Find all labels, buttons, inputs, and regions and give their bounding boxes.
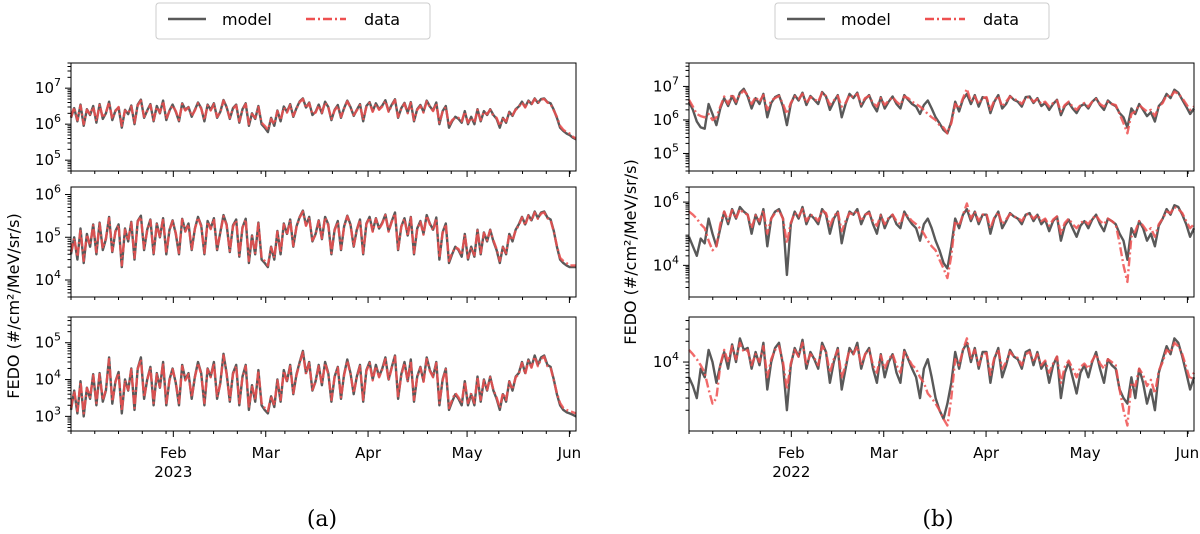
axes-frame-b-2 — [688, 186, 1195, 298]
axes-frame-b-1 — [688, 62, 1195, 172]
x-tick-label: Jun — [557, 444, 581, 462]
series-data-b-3 — [688, 337, 1196, 427]
panel-a-2: 104 105 106 — [35, 183, 577, 303]
series-data-a-1 — [69, 97, 577, 140]
x-tick-label: Apr — [355, 444, 382, 462]
y-tick-label: 106 — [35, 183, 61, 204]
legend-data-label-b: data — [983, 10, 1019, 29]
panel-a-1: 105 106 107 — [35, 62, 577, 177]
x-tick-label: Mar — [252, 444, 281, 462]
y-tick-label: 105 — [35, 331, 61, 352]
panel-a-3: 103 104 105 — [35, 316, 577, 437]
x-tick-label: Apr — [973, 444, 1000, 462]
x-tick-label: Feb — [778, 444, 805, 462]
panel-b-1: 105 106 107 — [653, 62, 1195, 177]
y-tick-label: 107 — [653, 74, 679, 95]
y-tick-label: 105 — [35, 225, 61, 246]
y-tick-label: 106 — [35, 112, 61, 133]
panel-b-2: 104 106 — [653, 186, 1196, 303]
y-tick-label: 105 — [35, 148, 61, 169]
caption-a: (a) — [307, 507, 337, 532]
y-axis-label-a: FEDO (#/cm²/MeV/sr/s) — [4, 213, 23, 398]
y-tick-label: 103 — [35, 404, 61, 425]
y-tick-label: 104 — [35, 368, 61, 389]
caption-b: (b) — [922, 507, 953, 532]
x-tick-label: Mar — [870, 444, 899, 462]
series-data-a-2 — [69, 210, 576, 267]
panels-b: 105 106 107 104 106 104 — [653, 62, 1196, 437]
series-data-b-1 — [687, 87, 1195, 135]
x-tick-label: May — [452, 444, 483, 462]
x-tick-year-label: 2022 — [772, 463, 810, 481]
y-tick-label: 107 — [35, 76, 61, 97]
x-tick-label: May — [1070, 444, 1101, 462]
y-tick-label: 104 — [653, 253, 679, 274]
series-data-a-3 — [69, 351, 577, 415]
legend-a: model data — [155, 2, 431, 40]
legend-model-label-b: model — [841, 10, 891, 29]
chart-a: model data 105 106 107 104 105 106 103 104 105 F… — [4, 2, 581, 532]
axes-frame-a-1 — [70, 62, 577, 172]
legend-box-a — [155, 2, 431, 40]
legend-data-label-a: data — [364, 10, 400, 29]
legend-model-label-a: model — [222, 10, 272, 29]
axes-frame-b-3 — [688, 316, 1195, 432]
y-tick-label: 106 — [653, 190, 679, 211]
legend-b: model data — [774, 2, 1050, 40]
y-tick-label: 104 — [653, 350, 679, 371]
x-tick-label: Jun — [1175, 444, 1199, 462]
axes-frame-a-3 — [70, 316, 577, 432]
y-tick-label: 106 — [653, 108, 679, 129]
x-tick-year-label: 2023 — [154, 463, 192, 481]
series-model-b-1 — [687, 87, 1195, 135]
panels-a: 105 106 107 104 105 106 103 104 105 — [35, 62, 577, 437]
axes-frame-a-2 — [70, 186, 577, 298]
y-tick-label: 104 — [35, 268, 61, 289]
y-tick-label: 105 — [653, 141, 679, 162]
x-tick-label: Feb — [160, 444, 187, 462]
legend-box-b — [774, 2, 1050, 40]
y-axis-label-b: FEDO (#/cm²/MeV/sr/s) — [621, 159, 640, 344]
panel-b-3: 104 — [653, 316, 1196, 437]
series-data-b-2 — [688, 202, 1195, 284]
